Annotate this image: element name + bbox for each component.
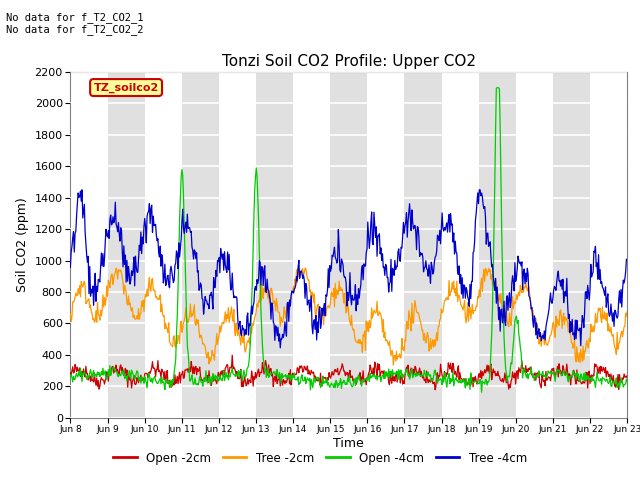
- Y-axis label: Soil CO2 (ppm): Soil CO2 (ppm): [16, 197, 29, 292]
- Bar: [70, 72, 108, 418]
- Bar: [219, 72, 256, 418]
- Bar: [553, 72, 590, 418]
- Bar: [442, 72, 479, 418]
- Legend: Open -2cm, Tree -2cm, Open -4cm, Tree -4cm: Open -2cm, Tree -2cm, Open -4cm, Tree -4…: [108, 447, 532, 469]
- Bar: [182, 72, 219, 418]
- Text: No data for f_T2_CO2_1: No data for f_T2_CO2_1: [6, 12, 144, 23]
- X-axis label: Time: Time: [333, 437, 364, 450]
- Bar: [516, 72, 553, 418]
- Bar: [590, 72, 627, 418]
- Title: Tonzi Soil CO2 Profile: Upper CO2: Tonzi Soil CO2 Profile: Upper CO2: [222, 54, 476, 70]
- Bar: [330, 72, 367, 418]
- Text: TZ_soilco2: TZ_soilco2: [93, 83, 159, 93]
- Bar: [404, 72, 442, 418]
- Bar: [256, 72, 293, 418]
- Bar: [479, 72, 516, 418]
- Bar: [367, 72, 404, 418]
- Text: No data for f_T2_CO2_2: No data for f_T2_CO2_2: [6, 24, 144, 35]
- Bar: [108, 72, 145, 418]
- Bar: [293, 72, 330, 418]
- Bar: [145, 72, 182, 418]
